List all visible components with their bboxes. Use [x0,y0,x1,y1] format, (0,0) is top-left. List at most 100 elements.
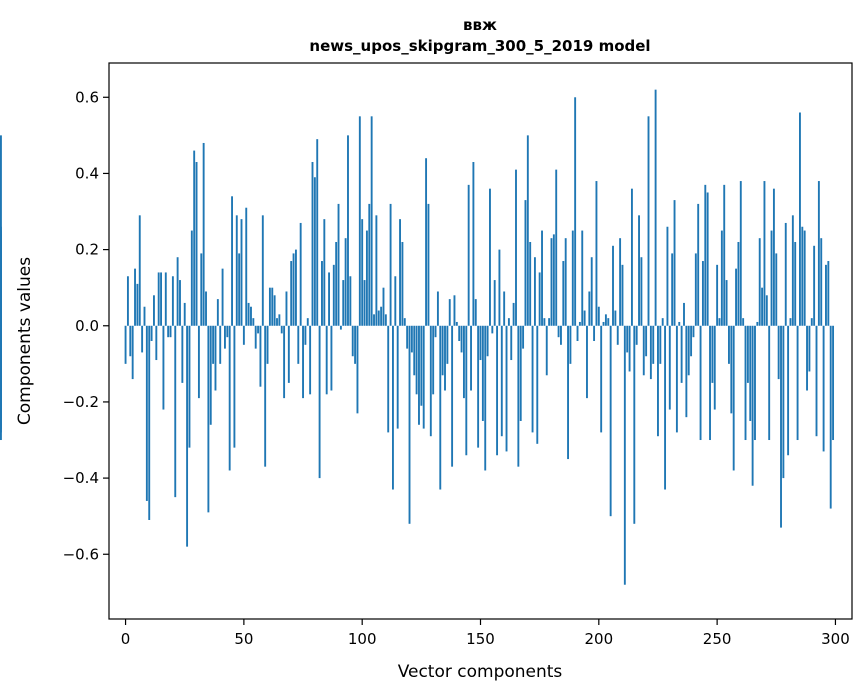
bar-component-72 [294,249,297,326]
y-tick-label: 0.6 [75,88,99,106]
bar-component-287 [803,230,806,326]
bar-component-249 [713,325,716,410]
bar-component-162 [507,318,510,326]
bar-component-147 [472,162,475,326]
bar-component-114 [394,276,397,326]
bar-component-73 [297,325,300,364]
bar-component-55 [254,325,257,349]
bar-component-215 [633,325,636,524]
bar-component-225 [657,325,659,437]
bar-component-92 [342,280,345,326]
x-tick-label: 200 [584,630,613,648]
bar-component-63 [273,295,276,326]
bar-component-276 [777,325,780,380]
bar-component-154 [489,188,491,326]
bar-component-23 [179,280,181,326]
x-tick-label: 300 [821,630,850,648]
bar-component-120 [408,325,411,524]
bar-component-66 [280,325,283,334]
bar-component-182 [555,169,558,326]
bar-component-11 [150,325,153,341]
bar-component-44 [228,325,231,471]
bar-component-179 [548,318,551,326]
bar-component-9 [145,325,148,501]
bar-component-163 [510,325,513,361]
bar-component-81 [316,139,319,326]
bar-component-271 [765,295,768,326]
bar-component-46 [233,325,236,448]
bar-component-297 [827,261,830,326]
bar-component-246 [706,192,709,326]
bar-component-89 [335,241,338,326]
chart-title-line1: ввж [463,16,497,34]
bar-component-203 [604,314,607,326]
y-tick-label: −0.2 [63,393,99,411]
bar-component-undefined [0,325,2,391]
bar-component-25 [183,302,186,326]
bar-component-19 [169,325,172,338]
bar-component-168 [522,325,525,349]
bar-component-40 [219,325,222,364]
bar-component-62 [271,287,274,326]
bar-component-216 [635,325,638,345]
bar-component-111 [387,325,390,433]
bar-component-122 [413,325,416,376]
bar-component-292 [815,325,818,437]
bar-component-243 [699,325,702,441]
x-tick-label: 100 [348,630,377,648]
bar-component-31 [197,325,200,399]
bar-component-80 [313,177,316,326]
bar-component-91 [339,325,342,330]
x-axis-label: Vector components [398,662,563,682]
bar-component-16 [162,325,165,410]
bar-component-169 [524,200,527,326]
bar-component-118 [403,318,406,326]
bar-component-18 [167,325,170,338]
bar-component-237 [685,325,688,418]
bar-component-74 [299,222,302,326]
bar-component-14 [157,272,160,326]
bar-component-51 [245,207,248,326]
bar-component-235 [680,325,683,383]
bar-component-8 [143,306,146,326]
bar-component-96 [351,325,354,357]
bar-component-110 [384,314,387,326]
bar-component-294 [820,238,823,326]
bar-component-156 [493,280,496,326]
bar-component-296 [825,264,827,326]
bar-component-264 [749,325,752,421]
bar-component-2 [129,325,132,357]
bar-component-230 [668,325,671,410]
bar-component-212 [626,325,629,353]
bar-component-65 [278,314,281,326]
bar-component-85 [325,325,328,395]
bar-component-35 [207,325,210,513]
bar-component-121 [410,325,413,353]
bar-component-270 [763,181,766,326]
y-axis-label: Components values [15,257,35,425]
bar-component-105 [373,314,375,326]
bar-component-189 [571,230,574,326]
bar-component-209 [619,238,622,326]
bar-component-281 [789,318,792,326]
x-tick-label: 250 [703,630,732,648]
bar-component-226 [659,325,662,364]
bar-component-208 [616,325,619,345]
x-tick-label: 50 [234,630,253,648]
bar-component-166 [517,325,520,467]
bar-component-37 [212,325,215,364]
bar-component-275 [775,253,778,326]
bar-component-6 [138,215,141,326]
bar-component-132 [436,291,439,326]
bar-component-202 [602,321,605,326]
bar-component-272 [768,325,771,441]
y-tick-label: −0.6 [63,545,99,563]
bar-component-151 [481,325,484,421]
bar-component-83 [321,261,323,326]
bar-component-285 [799,112,801,326]
bar-component-183 [557,325,560,338]
bar-component-67 [283,325,286,399]
bar-component-97 [354,325,357,364]
bar-component-206 [612,245,614,326]
bar-component-84 [323,219,326,326]
